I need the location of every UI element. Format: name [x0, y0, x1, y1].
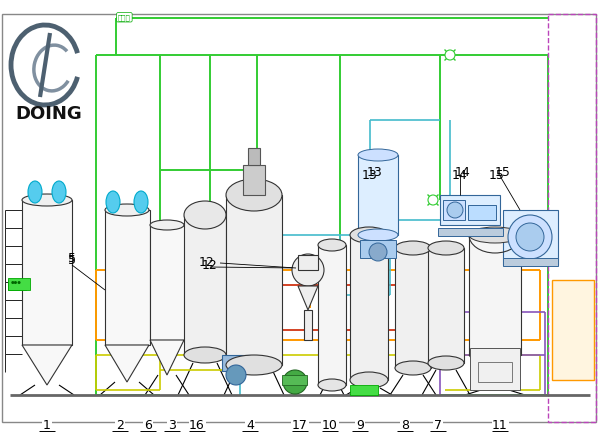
Ellipse shape [428, 356, 464, 370]
Ellipse shape [105, 204, 149, 216]
Circle shape [516, 223, 544, 251]
Bar [440, 195, 500, 225]
Ellipse shape [52, 181, 66, 203]
Bar [468, 205, 496, 220]
Ellipse shape [350, 227, 388, 243]
Text: 12: 12 [199, 255, 215, 269]
Text: 16: 16 [189, 419, 205, 432]
Text: 水蒸气: 水蒸气 [118, 14, 131, 20]
Bar [304, 310, 312, 340]
Polygon shape [105, 345, 149, 382]
Text: 4: 4 [246, 419, 254, 432]
Text: 9: 9 [356, 419, 364, 432]
Bar [298, 255, 318, 270]
Text: 14: 14 [455, 166, 471, 178]
Ellipse shape [22, 194, 72, 206]
Bar [226, 195, 282, 365]
Bar [243, 165, 265, 195]
Circle shape [428, 195, 438, 205]
Bar [470, 348, 520, 390]
Bar [184, 215, 226, 355]
Ellipse shape [358, 149, 398, 161]
Text: 1: 1 [43, 419, 51, 432]
Text: 11: 11 [492, 419, 508, 432]
Bar [438, 228, 503, 236]
Text: 15: 15 [495, 166, 511, 178]
Text: ●●●: ●●● [11, 281, 22, 285]
Bar [350, 235, 388, 380]
Text: 12: 12 [202, 259, 218, 272]
Text: 17: 17 [292, 419, 308, 432]
Circle shape [369, 243, 387, 261]
Ellipse shape [226, 179, 282, 211]
Bar [318, 245, 346, 385]
Bar [105, 210, 150, 345]
Text: 3: 3 [168, 419, 176, 432]
Bar [150, 225, 185, 340]
Bar [22, 200, 72, 345]
Bar [395, 248, 431, 368]
Ellipse shape [428, 241, 464, 255]
Ellipse shape [395, 361, 431, 375]
Bar [350, 385, 378, 395]
Text: 6: 6 [144, 419, 152, 432]
Text: 14: 14 [452, 168, 468, 181]
Ellipse shape [134, 191, 148, 213]
Text: 15: 15 [489, 168, 505, 181]
Bar [360, 240, 396, 258]
Ellipse shape [184, 347, 226, 363]
Bar [552, 280, 594, 380]
Ellipse shape [395, 241, 431, 255]
Circle shape [508, 215, 552, 259]
Ellipse shape [358, 229, 398, 241]
Bar [8, 280, 26, 290]
Bar [548, 14, 596, 422]
Bar [503, 210, 558, 265]
Bar [503, 258, 558, 266]
Bar [428, 248, 464, 363]
Ellipse shape [318, 379, 346, 391]
Bar [443, 200, 465, 220]
Bar [469, 235, 521, 355]
Ellipse shape [106, 191, 120, 213]
Ellipse shape [184, 201, 226, 229]
Circle shape [226, 365, 246, 385]
Text: 水蒸气: 水蒸气 [118, 16, 129, 22]
Bar [282, 375, 307, 385]
Text: 5: 5 [68, 252, 76, 265]
Circle shape [283, 370, 307, 394]
Bar [8, 278, 30, 290]
Bar [478, 362, 512, 382]
Circle shape [292, 254, 324, 286]
Text: 13: 13 [367, 166, 383, 178]
Text: DOING: DOING [15, 105, 82, 123]
Bar [248, 148, 260, 165]
Bar [358, 155, 398, 235]
Circle shape [447, 202, 463, 218]
Polygon shape [469, 355, 521, 390]
Text: 5: 5 [68, 253, 76, 266]
Text: 8: 8 [401, 419, 409, 432]
Ellipse shape [350, 372, 388, 388]
Text: 13: 13 [362, 168, 378, 181]
Text: 10: 10 [322, 419, 338, 432]
Text: 2: 2 [116, 419, 124, 432]
Polygon shape [150, 340, 184, 375]
Bar [222, 355, 250, 371]
Polygon shape [298, 286, 318, 310]
Ellipse shape [28, 181, 42, 203]
Ellipse shape [150, 220, 184, 230]
Polygon shape [22, 345, 72, 385]
Circle shape [445, 50, 455, 60]
Ellipse shape [226, 355, 282, 375]
Text: 7: 7 [434, 419, 442, 432]
Ellipse shape [469, 227, 521, 243]
Ellipse shape [318, 239, 346, 251]
